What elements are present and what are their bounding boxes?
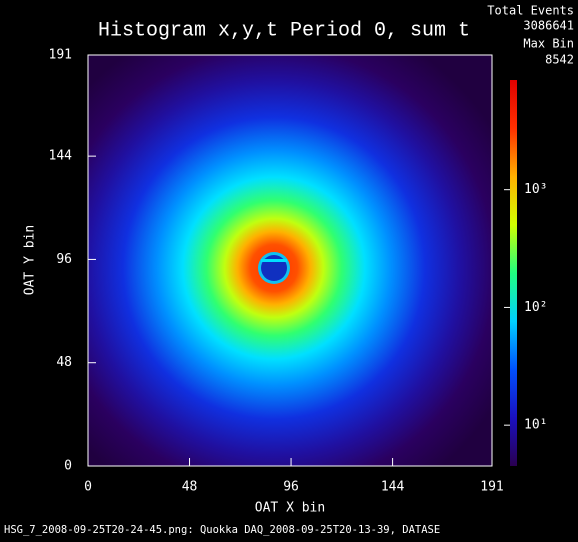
x-tick-label: 0 xyxy=(84,480,92,495)
plot-frame xyxy=(87,54,493,467)
total-events-label: Total Events xyxy=(487,4,574,18)
chart-title: Histogram x,y,t Period 0, sum t xyxy=(98,19,470,42)
colorbar-tick-label: 10¹ xyxy=(524,418,547,433)
x-tick-label: 48 xyxy=(182,480,198,495)
total-events: 3086641 xyxy=(523,19,574,33)
x-axis-label: OAT X bin xyxy=(255,501,325,516)
max-bin: 8542 xyxy=(545,53,574,67)
heatmap-image xyxy=(88,55,492,466)
x-tick-label: 96 xyxy=(283,480,299,495)
max-bin-label: Max Bin xyxy=(523,37,574,51)
colorbar-tick-label: 10³ xyxy=(524,182,547,197)
colorbar-tick-label: 10² xyxy=(524,300,547,315)
x-tick-label: 144 xyxy=(381,480,405,495)
y-tick-label: 144 xyxy=(49,149,73,164)
x-tick-label: 191 xyxy=(480,480,503,495)
y-axis-label: OAT Y bin xyxy=(23,225,38,295)
footer: HSG_7_2008-09-25T20-24-45.png: Quokka DA… xyxy=(4,524,440,536)
y-tick-label: 48 xyxy=(56,355,72,370)
y-tick-label: 96 xyxy=(56,252,72,267)
y-tick-label: 191 xyxy=(49,48,72,63)
colorbar xyxy=(510,80,517,466)
y-tick-label: 0 xyxy=(64,459,72,474)
